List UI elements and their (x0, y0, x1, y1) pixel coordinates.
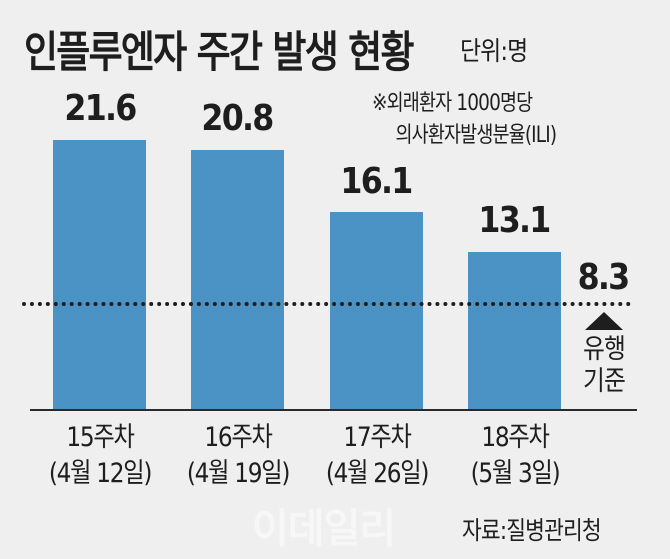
category-label-17: 17주차 (4월 26일) (317, 420, 437, 492)
bar-18 (468, 252, 561, 410)
bar-value-16: 20.8 (201, 98, 274, 139)
week-label: 18주차 (481, 422, 549, 453)
note-line-1: ※외래환자 1000명당 (372, 91, 533, 116)
bar-16 (191, 150, 284, 410)
bar-value-17: 16.1 (340, 161, 413, 202)
threshold-label-line-2: 기준 (583, 366, 626, 397)
category-label-15: 15주차 (4월 12일) (40, 420, 160, 492)
unit-label: 단위:명 (460, 37, 528, 67)
threshold-label: 유행 기준 (576, 334, 632, 398)
triangle-up-icon (585, 312, 623, 330)
threshold-line (22, 302, 631, 306)
date-label: (4월 12일) (48, 458, 153, 489)
threshold-label-line-1: 유행 (583, 334, 626, 365)
x-axis-baseline (30, 409, 637, 411)
date-label: (5월 3일) (470, 458, 561, 489)
week-label: 17주차 (343, 422, 411, 453)
category-label-16: 16주차 (4월 19일) (178, 420, 298, 492)
threshold-value: 8.3 (577, 257, 631, 298)
bar-value-18: 13.1 (478, 200, 551, 241)
bar-value-15: 21.6 (64, 88, 137, 129)
bar-15 (53, 140, 146, 410)
source-label: 자료:질병관리청 (462, 516, 602, 545)
note-line-2: 의사환자발생분율(ILI) (395, 123, 558, 148)
bar-17 (330, 212, 423, 410)
week-label: 15주차 (66, 422, 134, 453)
chart-title: 인플루엔자 주간 발생 현황 (24, 28, 415, 78)
category-label-18: 18주차 (5월 3일) (455, 420, 575, 492)
chart-note: ※외래환자 1000명당 의사환자발생분율(ILI) (372, 88, 558, 152)
date-label: (4월 26일) (325, 458, 430, 489)
date-label: (4월 19일) (186, 458, 291, 489)
watermark: 이데일리 (252, 506, 396, 552)
week-label: 16주차 (204, 422, 272, 453)
